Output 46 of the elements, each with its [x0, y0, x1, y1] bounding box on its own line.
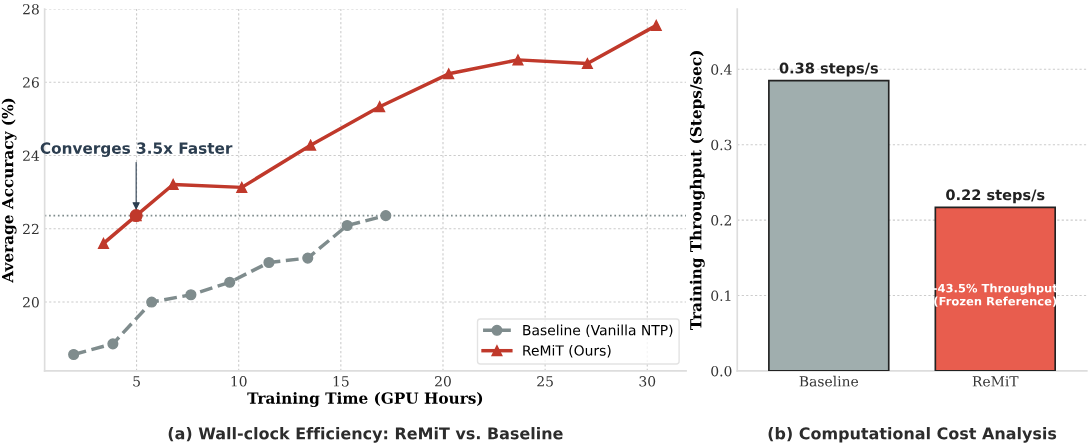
- y-tick-label: 0.0: [711, 365, 732, 377]
- y-tick-label: 26: [23, 77, 39, 88]
- legend-label: ReMiT (Ours): [523, 345, 611, 358]
- x-tick-label: Baseline: [799, 375, 859, 387]
- point: [224, 276, 236, 288]
- legend-label: Baseline (Vanilla NTP): [523, 324, 673, 337]
- point: [512, 54, 524, 66]
- point: [374, 101, 386, 113]
- data-label: 0.38 steps/s: [779, 62, 878, 77]
- x-axis-title: Training Time (GPU Hours): [247, 392, 483, 408]
- y-tick-label: 24: [23, 150, 40, 161]
- y-tick-label: 20: [23, 297, 39, 308]
- x-tick-label: 25: [537, 376, 553, 387]
- point: [380, 210, 392, 222]
- x-tick-label: 20: [435, 376, 451, 387]
- point: [107, 338, 119, 350]
- point: [581, 57, 593, 70]
- point: [236, 181, 248, 193]
- x-tick-label: 10: [231, 376, 247, 387]
- y-tick-label: 0.2: [711, 215, 732, 226]
- y-tick-label: 28: [23, 3, 39, 15]
- annotation: Converges 3.5x Faster: [40, 142, 233, 157]
- y-tick-label: 22: [23, 223, 39, 235]
- x-tick-label: 15: [333, 376, 349, 387]
- point: [68, 348, 80, 361]
- point: [263, 256, 275, 269]
- point: [185, 289, 197, 301]
- y-tick-label: 0.1: [711, 290, 731, 301]
- x-tick-label: 5: [133, 376, 140, 387]
- x-tick-label: ReMiT: [972, 376, 1019, 387]
- y-tick-label: 0.3: [711, 139, 732, 151]
- point: [97, 237, 110, 249]
- y-tick-label: 0.4: [711, 64, 732, 75]
- x-tick-label: 30: [639, 376, 656, 387]
- point: [302, 252, 314, 264]
- y-axis-title: Average Accuracy (%): [1, 98, 17, 283]
- point: [305, 139, 317, 151]
- point: [443, 68, 455, 80]
- point: [341, 219, 353, 232]
- data-label: 0.22 steps/s: [946, 189, 1045, 204]
- text: (a) Wall-clock Efficiency: ReMiT vs. Baseline: [168, 427, 563, 443]
- point: [167, 178, 179, 191]
- y-axis-title: Training Throughput (Steps/sec): [689, 51, 705, 331]
- text: (b) Computational Cost Analysis: [768, 427, 1057, 443]
- point: [650, 19, 662, 32]
- point: [146, 296, 158, 308]
